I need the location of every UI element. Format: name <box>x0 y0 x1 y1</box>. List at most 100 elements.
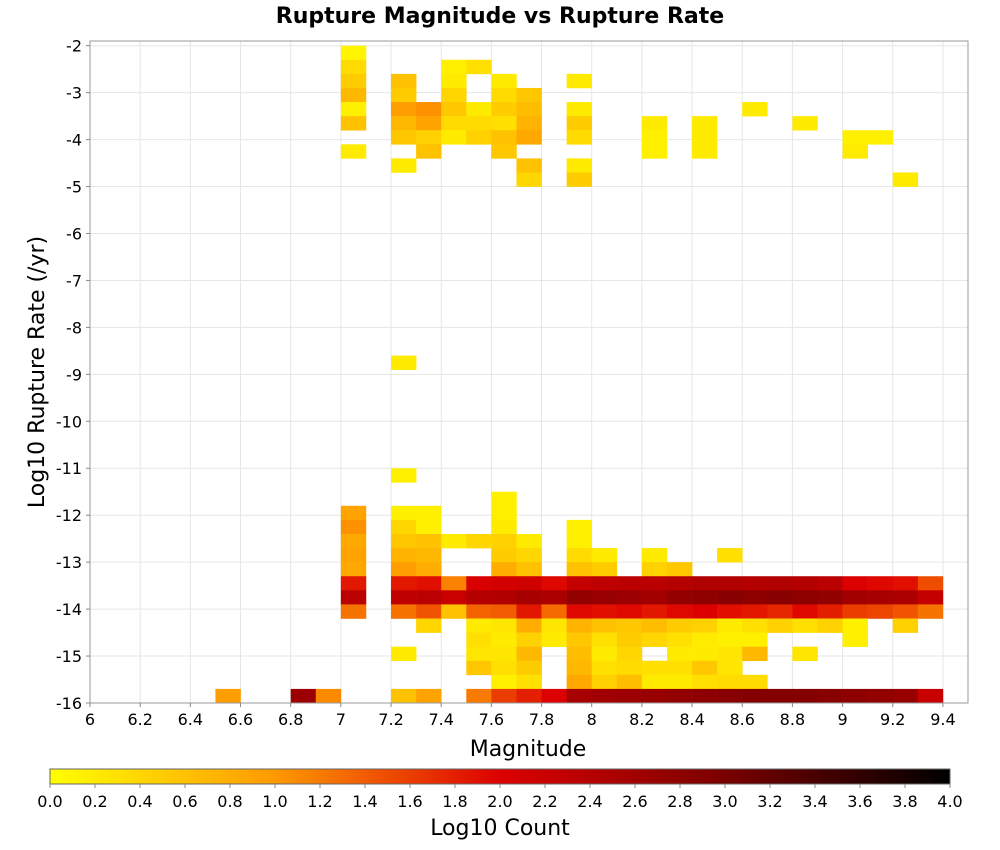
heatmap-cell <box>566 660 593 676</box>
heatmap-cell <box>867 576 894 591</box>
heatmap-cell <box>290 688 317 704</box>
heatmap-cell <box>340 59 367 75</box>
heatmap-cell <box>666 660 693 676</box>
heatmap-cell <box>842 604 868 619</box>
heatmap-cell <box>516 158 542 173</box>
heatmap-cell <box>717 576 743 591</box>
heatmap-cell <box>340 116 367 131</box>
heatmap-cell <box>340 45 367 61</box>
heatmap-cell <box>616 632 643 647</box>
heatmap-cell <box>416 533 442 549</box>
heatmap-cell <box>641 590 668 605</box>
heatmap-cell <box>391 468 417 483</box>
heatmap-cell <box>340 519 367 535</box>
heatmap-cell <box>466 130 492 145</box>
colorbar-tick-label: 0.4 <box>127 792 152 811</box>
heatmap-cell <box>391 533 417 549</box>
heatmap-cell <box>591 562 618 577</box>
x-tick-label: 9 <box>837 710 847 729</box>
heatmap-cell <box>717 590 743 605</box>
heatmap-cell <box>641 130 668 145</box>
heatmap-cell <box>616 618 643 633</box>
heatmap-cell <box>666 688 693 704</box>
heatmap-cell <box>742 590 768 605</box>
heatmap-cell <box>591 604 618 619</box>
heatmap-cell <box>516 632 542 647</box>
heatmap-cell <box>692 590 718 605</box>
heatmap-cell <box>391 604 417 619</box>
heatmap-cell <box>641 660 668 676</box>
heatmap-cell <box>441 604 467 619</box>
heatmap-cell <box>616 688 643 704</box>
heatmap-cell <box>917 576 944 591</box>
heatmap-cell <box>416 688 442 704</box>
heatmap-cell <box>516 674 542 690</box>
heatmap-cell <box>491 660 517 676</box>
y-tick-label: -3 <box>66 84 82 103</box>
heatmap-cell <box>566 688 593 704</box>
heatmap-cell <box>767 688 793 704</box>
y-tick-label: -10 <box>56 412 82 431</box>
y-tick-label: -2 <box>66 37 82 56</box>
heatmap-cell <box>516 116 542 131</box>
heatmap-cell <box>340 576 367 591</box>
heatmap-cell <box>340 102 367 117</box>
y-tick-label: -13 <box>56 553 82 572</box>
heatmap-cell <box>842 632 868 647</box>
heatmap-cell <box>641 144 668 159</box>
colorbar-tick-label: 3.2 <box>757 792 782 811</box>
heatmap-cell <box>416 590 442 605</box>
heatmap-cell <box>641 562 668 577</box>
heatmap-cell <box>767 576 793 591</box>
heatmap-cell <box>516 576 542 591</box>
heatmap-cell <box>491 604 517 619</box>
heatmap-cell <box>441 102 467 117</box>
heatmap-cell <box>491 688 517 704</box>
heatmap-cell <box>692 632 718 647</box>
heatmap-cell <box>391 355 417 370</box>
y-tick-label: -5 <box>66 178 82 197</box>
heatmap-cell <box>917 604 944 619</box>
heatmap-cell <box>892 172 919 187</box>
colorbar-label: Log10 Count <box>430 816 570 841</box>
colorbar-tick-label: 3.0 <box>712 792 737 811</box>
heatmap-cell <box>591 618 618 633</box>
heatmap-cell <box>666 562 693 577</box>
colorbar-tick-label: 1.0 <box>262 792 287 811</box>
heatmap-cell <box>466 102 492 117</box>
y-axis-ticks: -2 -3 -4 -5 -6 -7 -8 -9 -10 -11 -12 -13 -14 -15 -16 <box>56 37 90 713</box>
heatmap-cell <box>692 144 718 159</box>
heatmap-cell <box>416 576 442 591</box>
heatmap-cell <box>566 562 593 577</box>
heatmap-cell <box>566 519 593 535</box>
heatmap-cell <box>516 548 542 563</box>
heatmap-cell <box>616 604 643 619</box>
x-tick-label: 7.6 <box>479 710 504 729</box>
heatmap-cell <box>541 688 567 704</box>
heatmap-cell <box>842 688 868 704</box>
heatmap-cell <box>391 519 417 535</box>
heatmap-cell <box>616 674 643 690</box>
heatmap-cell <box>867 604 894 619</box>
x-tick-label: 7.4 <box>428 710 453 729</box>
heatmap-cell <box>566 102 593 117</box>
colorbar-tick-label: 1.8 <box>442 792 467 811</box>
heatmap-cell <box>641 674 668 690</box>
heatmap-cell <box>817 590 843 605</box>
heatmap-cell <box>692 618 718 633</box>
heatmap-cell <box>391 688 417 704</box>
heatmap-cell <box>566 73 593 89</box>
heatmap-cell <box>466 533 492 549</box>
heatmap-cell <box>541 618 567 633</box>
heatmap-cell <box>742 102 768 117</box>
heatmap-cell <box>717 646 743 662</box>
plot-border <box>89 40 969 704</box>
heatmap-cell <box>391 646 417 662</box>
heatmap-cell <box>641 618 668 633</box>
heatmap-cell <box>892 590 919 605</box>
heatmap-cell <box>892 618 919 633</box>
heatmap-cell <box>491 116 517 131</box>
heatmap-cell <box>516 618 542 633</box>
x-tick-label: 6.4 <box>178 710 203 729</box>
heatmap-cell <box>391 73 417 89</box>
